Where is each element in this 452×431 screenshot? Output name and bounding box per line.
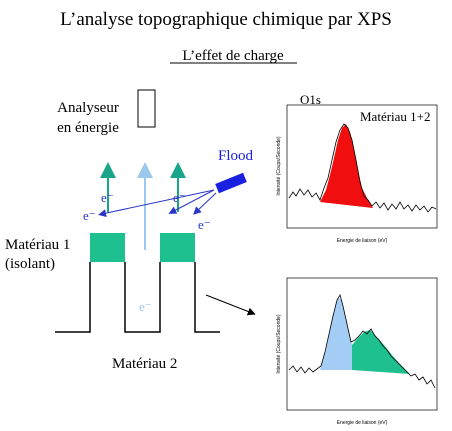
- material-label: Matériau 1+2: [360, 109, 431, 124]
- peak-label: O1s: [300, 92, 321, 107]
- flood-gun: [215, 172, 247, 194]
- subtitle: L’effet de charge: [182, 48, 284, 64]
- x-axis-label: Energie de liaison (eV): [337, 238, 388, 244]
- material1-block: [160, 233, 195, 262]
- material1-label: (isolant): [5, 256, 55, 272]
- peak-fill: [352, 330, 410, 374]
- y-axis-label: Intensité (Coups/Seconde): [276, 136, 282, 196]
- arrow: [193, 192, 217, 215]
- substrate: [124, 262, 161, 333]
- substrate: [55, 262, 91, 333]
- analyzer-box: [137, 89, 156, 128]
- material2-label: Matériau 2: [112, 356, 177, 372]
- analyzer-label: Analyseur: [57, 100, 119, 116]
- electron: e⁻: [173, 190, 186, 205]
- spectrum-line: [288, 123, 437, 213]
- electron: e⁻: [101, 190, 114, 205]
- electron: e⁻: [139, 299, 152, 314]
- flood-label: Flood: [218, 148, 254, 164]
- x-axis-label: Energie de liaison (eV): [337, 420, 388, 426]
- plot-frame: [286, 277, 438, 411]
- title: L’analyse topographique chimique par XPS: [60, 9, 392, 30]
- substrate: [194, 262, 220, 333]
- electron: e⁻: [198, 217, 211, 232]
- material1-block: [90, 233, 125, 262]
- y-axis-label: Intensité (Coups/Seconde): [276, 314, 282, 374]
- analyzer-label: en énergie: [57, 120, 119, 136]
- peak-fill: [320, 124, 373, 208]
- arrow: [98, 189, 215, 218]
- arrow: [168, 189, 215, 214]
- arrow: [205, 294, 256, 316]
- electron: e⁻: [83, 208, 96, 223]
- plot-frame: [286, 104, 438, 229]
- spectrum-line: [288, 293, 436, 389]
- material1-label: Matériau 1: [5, 237, 70, 253]
- peak-fill: [320, 298, 352, 370]
